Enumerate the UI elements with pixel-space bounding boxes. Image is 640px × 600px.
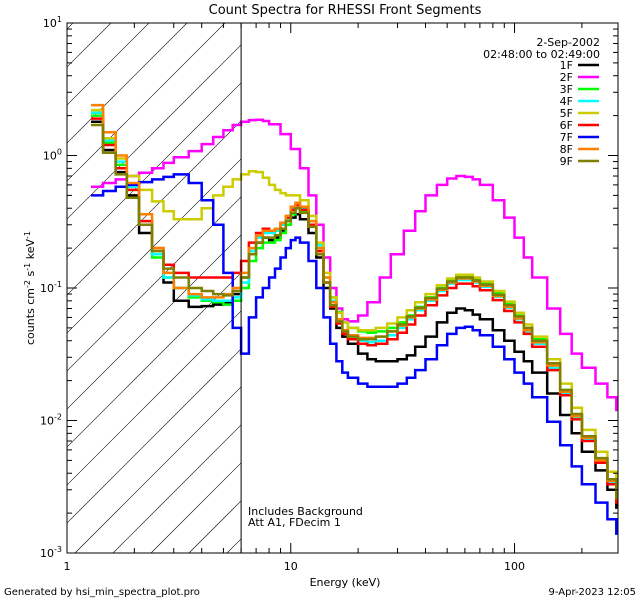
series-lines bbox=[91, 103, 618, 535]
y-axis-label-exp: -1 bbox=[23, 263, 32, 271]
annotation-background: Includes Background bbox=[248, 505, 363, 518]
hatch-line bbox=[67, 120, 242, 296]
y-axis-label: counts cm-2 s-1 keV-1 bbox=[23, 231, 37, 345]
hatch-line bbox=[112, 424, 242, 553]
x-tick-label: 1 bbox=[64, 560, 71, 573]
hatch-line bbox=[67, 348, 242, 524]
series-line-9f bbox=[91, 123, 618, 500]
hatch-line bbox=[67, 23, 188, 144]
hatch-line bbox=[67, 82, 242, 258]
hatch-line bbox=[67, 310, 242, 486]
y-tick-label: 101 bbox=[43, 15, 62, 30]
legend-label-8f: 8F bbox=[560, 143, 573, 156]
annotation-attenuator: Att A1, FDecim 1 bbox=[248, 516, 341, 529]
y-tick-label: 10-2 bbox=[40, 413, 62, 428]
legend-label-6f: 6F bbox=[560, 119, 573, 132]
y-axis-label-part: counts cm bbox=[24, 288, 37, 345]
hatch-line bbox=[226, 538, 242, 553]
legend-label-3f: 3F bbox=[560, 83, 573, 96]
series-line-1f bbox=[91, 120, 618, 509]
axis-ticks: 1 10 100 10-3 10-2 10-1 100 101 bbox=[40, 15, 618, 573]
hatch-line bbox=[0, 0, 107, 553]
y-tick-label: 100 bbox=[43, 148, 62, 163]
y-tick-label: 10-1 bbox=[40, 280, 62, 295]
series-line-7f bbox=[91, 173, 618, 535]
series-line-8f bbox=[91, 103, 618, 500]
legend-label-2f: 2F bbox=[560, 71, 573, 84]
x-tick-label: 100 bbox=[504, 560, 525, 573]
legend-label-5f: 5F bbox=[560, 107, 573, 120]
series-line-3f bbox=[91, 114, 618, 500]
hatch-line bbox=[74, 386, 242, 553]
hatch-line bbox=[67, 196, 242, 372]
time-range-label: 02:48:00 to 02:49:00 bbox=[483, 48, 600, 61]
y-axis-label-part: s bbox=[24, 270, 37, 279]
background-hatch-region bbox=[0, 0, 640, 553]
y-tick-label: 10-3 bbox=[40, 545, 62, 560]
y-axis-label-exp: -2 bbox=[23, 280, 32, 288]
hatch-line bbox=[265, 0, 640, 553]
legend-label-9f: 9F bbox=[560, 155, 573, 168]
legend-label-4f: 4F bbox=[560, 95, 573, 108]
legend-label-7f: 7F bbox=[560, 131, 573, 144]
hatch-line bbox=[67, 158, 242, 334]
y-axis-label-part: keV bbox=[24, 239, 37, 263]
footer-generated-by: Generated by hsi_min_spectra_plot.pro bbox=[4, 587, 200, 598]
series-line-5f bbox=[91, 108, 618, 492]
y-axis-label-exp: -1 bbox=[23, 231, 32, 239]
date-label: 2-Sep-2002 bbox=[536, 36, 600, 49]
footer-timestamp: 9-Apr-2023 12:05 bbox=[549, 587, 636, 598]
series-line-2f bbox=[91, 118, 618, 412]
x-tick-label: 10 bbox=[284, 560, 298, 573]
x-axis-label: Energy (keV) bbox=[310, 576, 381, 589]
chart-title: Count Spectra for RHESSI Front Segments bbox=[209, 3, 482, 18]
series-line-4f bbox=[91, 111, 618, 502]
hatch-line bbox=[67, 272, 242, 448]
legend-label-1f: 1F bbox=[560, 59, 573, 72]
